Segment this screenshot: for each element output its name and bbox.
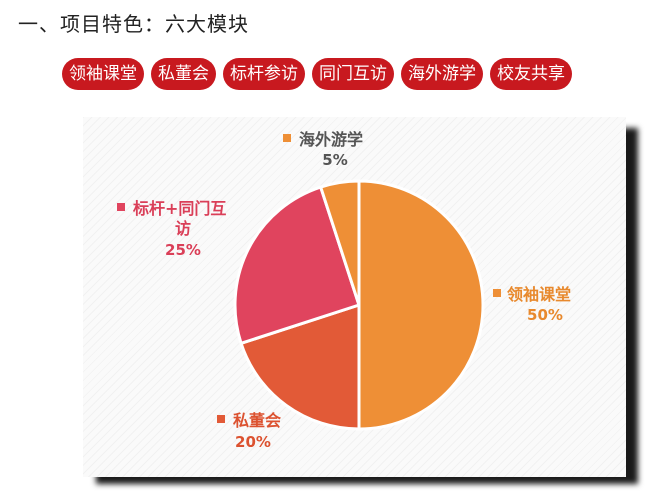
legend-marker-private-board: [217, 415, 225, 423]
slice-label-overseas-study: 海外游学: [299, 130, 363, 149]
module-pill-leadership-class[interactable]: 领袖课堂: [62, 58, 144, 90]
slice-percent-private-board: 20%: [235, 433, 271, 451]
slice-label-benchmark-peer-visit-line2: 访: [175, 219, 191, 238]
pie-labels: 领袖课堂 50% 私董会 20% 标杆+同门互 访 25% 海外游学 5%: [117, 130, 571, 451]
pie-chart-card: 领袖课堂 50% 私董会 20% 标杆+同门互 访 25% 海外游学 5%: [83, 117, 626, 477]
module-pill-peer-visit[interactable]: 同门互访: [312, 58, 394, 90]
slice-percent-leadership-class: 50%: [527, 306, 563, 324]
pie-chart: 领袖课堂 50% 私董会 20% 标杆+同门互 访 25% 海外游学 5%: [117, 130, 571, 451]
pie-slice-private-board: [239, 303, 361, 431]
legend-marker-overseas-study: [283, 134, 291, 142]
module-pill-overseas-study[interactable]: 海外游学: [401, 58, 483, 90]
slice-percent-benchmark-peer-visit: 25%: [165, 241, 201, 259]
pie-slices: [233, 179, 485, 431]
pie-slice-benchmark-peer-visit: [233, 185, 361, 345]
module-pill-row: 领袖课堂 私董会 标杆参访 同门互访 海外游学 校友共享: [62, 58, 572, 90]
legend-marker-benchmark-peer-visit: [117, 203, 125, 211]
slice-label-private-board: 私董会: [233, 411, 281, 430]
slice-percent-overseas-study: 5%: [322, 151, 347, 169]
legend-marker-leadership-class: [493, 289, 501, 297]
module-pill-benchmark-visit[interactable]: 标杆参访: [223, 58, 305, 90]
pie-slice-overseas-study: [319, 179, 361, 307]
section-heading: 一、项目特色：六大模块: [18, 12, 249, 36]
slice-label-benchmark-peer-visit-line1: 标杆+同门互: [132, 199, 226, 218]
module-pill-private-board[interactable]: 私董会: [151, 58, 216, 90]
module-pill-alumni-sharing[interactable]: 校友共享: [490, 58, 572, 90]
slice-label-leadership-class: 领袖课堂: [507, 285, 571, 304]
pie-slice-leadership-class: [357, 179, 485, 431]
